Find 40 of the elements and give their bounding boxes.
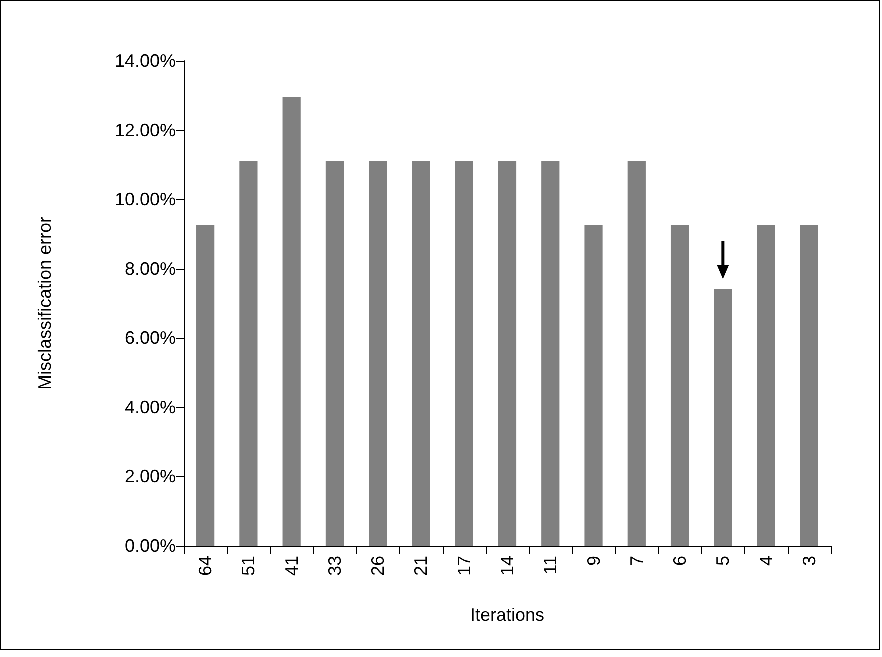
bar	[240, 161, 258, 546]
x-tick-label: 9	[584, 556, 604, 566]
bar	[196, 225, 215, 546]
bar	[369, 161, 388, 546]
bar	[455, 161, 474, 546]
bar	[670, 225, 690, 546]
x-tick-label: 26	[368, 556, 388, 576]
bar	[584, 225, 603, 546]
y-axis-title: Misclassification error	[35, 216, 55, 390]
bar	[412, 161, 430, 546]
x-tick-label: 64	[196, 556, 216, 576]
x-tick-label: 41	[282, 556, 302, 576]
y-tick-label: 8.00%	[124, 258, 176, 279]
bar	[628, 161, 646, 546]
bar	[714, 289, 732, 546]
x-tick-label: 7	[626, 556, 647, 566]
bar	[800, 225, 818, 546]
bar	[498, 161, 517, 546]
x-axis-title: Iterations	[470, 605, 545, 625]
x-tick-label: 33	[324, 556, 345, 576]
y-tick-label: 4.00%	[124, 397, 176, 418]
bar	[757, 225, 776, 546]
x-tick-label: 3	[799, 556, 820, 566]
y-tick-label: 14.00%	[114, 51, 176, 71]
bar	[326, 161, 344, 546]
x-tick-label: 21	[411, 556, 432, 576]
y-tick-label: 10.00%	[114, 190, 176, 210]
bar	[282, 97, 301, 546]
y-tick-label: 2.00%	[124, 466, 176, 487]
x-tick-label: 4	[756, 556, 776, 566]
x-tick-label: 6	[670, 556, 690, 566]
x-tick-label: 5	[713, 556, 734, 566]
y-tick-label: 0.00%	[124, 536, 176, 556]
x-tick-label: 51	[238, 556, 259, 576]
y-tick-label: 12.00%	[114, 120, 176, 140]
x-tick-label: 11	[540, 556, 561, 575]
bar	[542, 161, 560, 546]
x-tick-label: 14	[498, 556, 518, 576]
y-tick-label: 6.00%	[124, 328, 176, 348]
x-tick-label: 17	[454, 556, 474, 576]
